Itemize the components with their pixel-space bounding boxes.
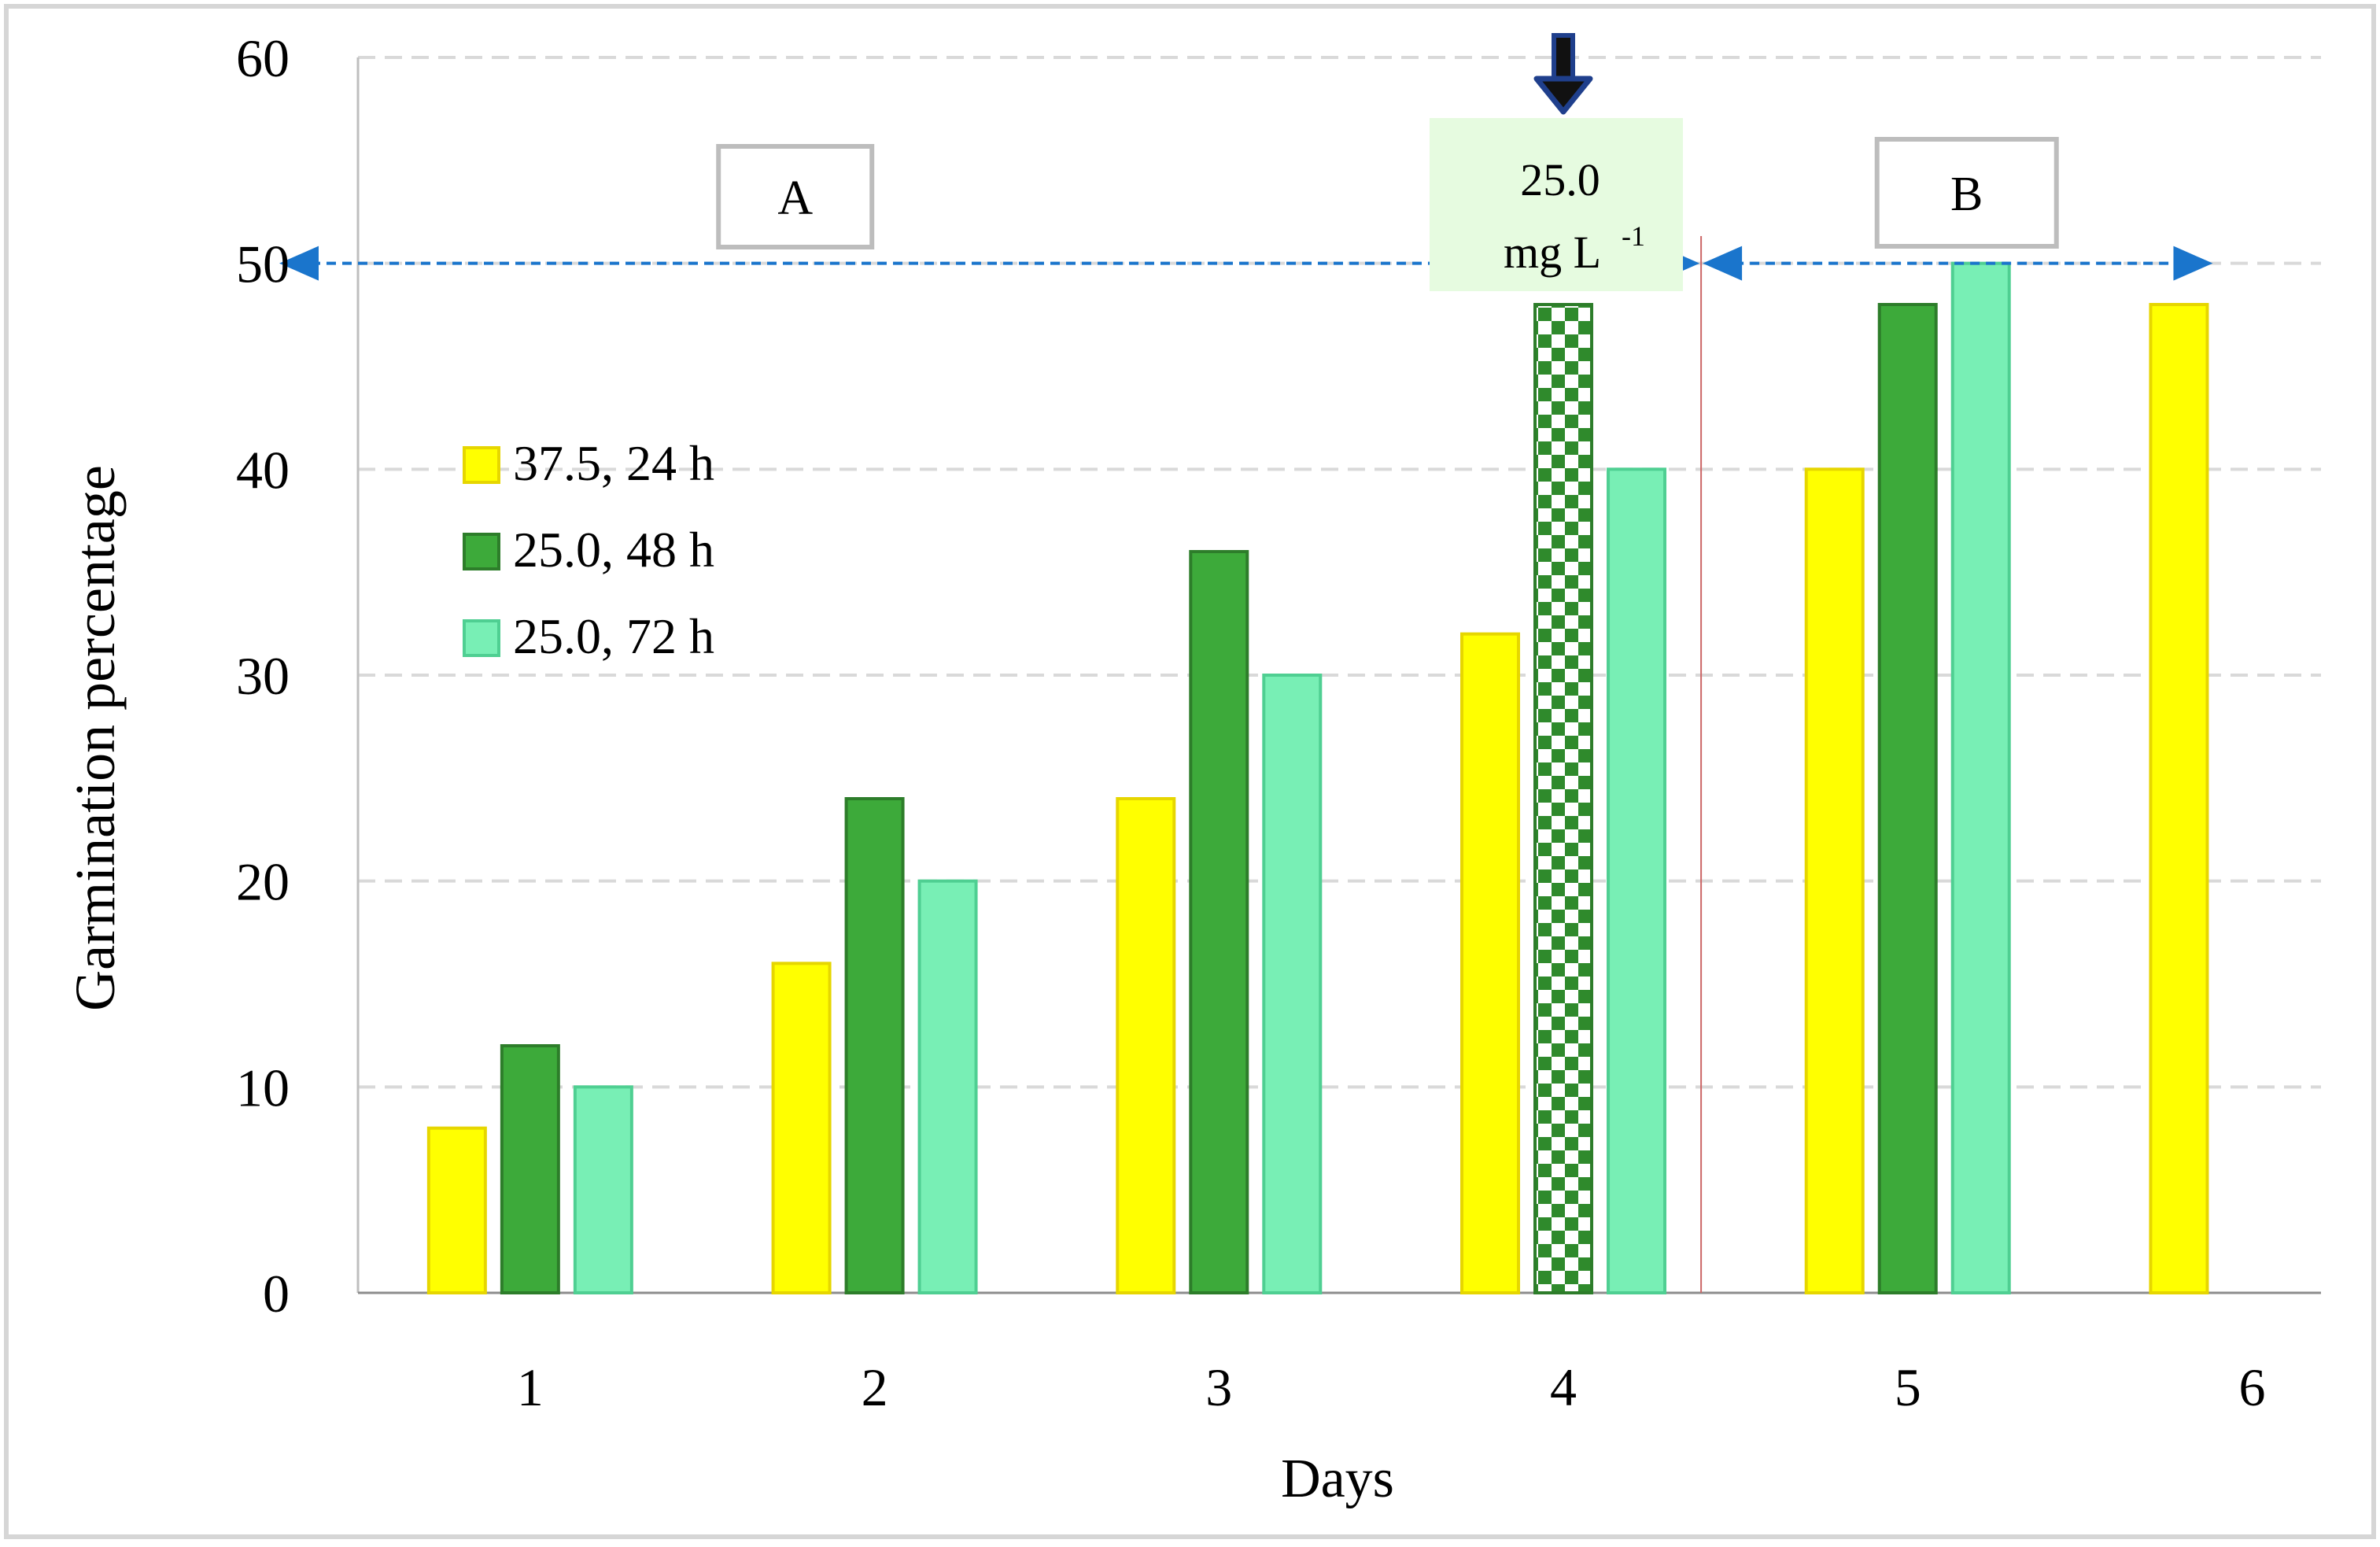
- bar: [500, 1044, 560, 1294]
- bar: [1460, 632, 1521, 1294]
- bar: [1116, 797, 1176, 1294]
- bar: [1533, 303, 1594, 1294]
- chart-frame: [4, 4, 2376, 1539]
- bar: [1189, 550, 1249, 1294]
- bar: [1262, 674, 1323, 1294]
- bar: [771, 962, 832, 1295]
- callout-line-1: 25.0: [1520, 154, 1600, 205]
- y-tick-label: 10: [236, 1058, 290, 1117]
- y-tick-label: 0: [263, 1264, 290, 1324]
- bar: [1877, 303, 1938, 1294]
- bar: [2149, 303, 2209, 1294]
- y-tick-label: 20: [236, 852, 290, 912]
- bar: [1607, 467, 1667, 1294]
- legend-label: 37.5, 24 h: [513, 435, 714, 491]
- x-tick-label: 3: [1205, 1357, 1232, 1417]
- bar: [1950, 261, 2011, 1295]
- tick-labels: 0 10 20 30 40 50 60 1 2 3 4 5 6: [236, 28, 2265, 1417]
- legend: 37.5, 24 h 25.0, 48 h 25.0, 72 h: [463, 435, 714, 664]
- region-b-arrow-head-right: [2173, 246, 2213, 281]
- x-tick-label: 1: [517, 1357, 544, 1417]
- region-a-arrow-head-left: [279, 246, 319, 281]
- down-arrow-icon: [1533, 33, 1593, 115]
- x-tick-label: 4: [1550, 1357, 1577, 1417]
- region-a-label: A: [777, 172, 813, 225]
- x-tick-label: 6: [2238, 1357, 2265, 1417]
- down-arrow-head: [1533, 76, 1593, 115]
- concentration-callout-box: [1430, 118, 1684, 291]
- region-a-label-box: [716, 144, 875, 249]
- y-tick-label: 60: [236, 28, 290, 88]
- legend-swatch: [463, 533, 500, 570]
- y-tick-label: 50: [236, 234, 290, 294]
- legend-swatch: [463, 619, 500, 657]
- callout-superscript: -1: [1622, 220, 1645, 252]
- bar: [1804, 467, 1865, 1294]
- y-tick-label: 30: [236, 646, 290, 706]
- x-axis-title: Days: [1281, 1449, 1394, 1509]
- x-tick-label: 5: [1895, 1357, 1921, 1417]
- bar: [426, 1126, 487, 1294]
- legend-label: 25.0, 48 h: [513, 522, 714, 578]
- bars: [426, 261, 2209, 1295]
- x-tick-label: 2: [862, 1357, 888, 1417]
- region-b-label: B: [1950, 168, 1983, 221]
- legend-swatch: [463, 446, 500, 484]
- y-axis-title: Garmination percentage: [64, 465, 127, 1011]
- region-b-arrow: [1703, 246, 2213, 281]
- region-b-arrow-head-left: [1703, 246, 1743, 281]
- bar: [573, 1085, 633, 1295]
- bar: [844, 797, 905, 1294]
- annotations: A B 25.0 mg L -1: [279, 33, 2213, 291]
- legend-label: 25.0, 72 h: [513, 608, 714, 664]
- bar: [917, 879, 978, 1294]
- down-arrow-shaft: [1552, 33, 1576, 85]
- callout-line-2: mg L: [1504, 227, 1601, 278]
- y-tick-label: 40: [236, 440, 290, 500]
- region-b-label-box: [1874, 137, 2059, 249]
